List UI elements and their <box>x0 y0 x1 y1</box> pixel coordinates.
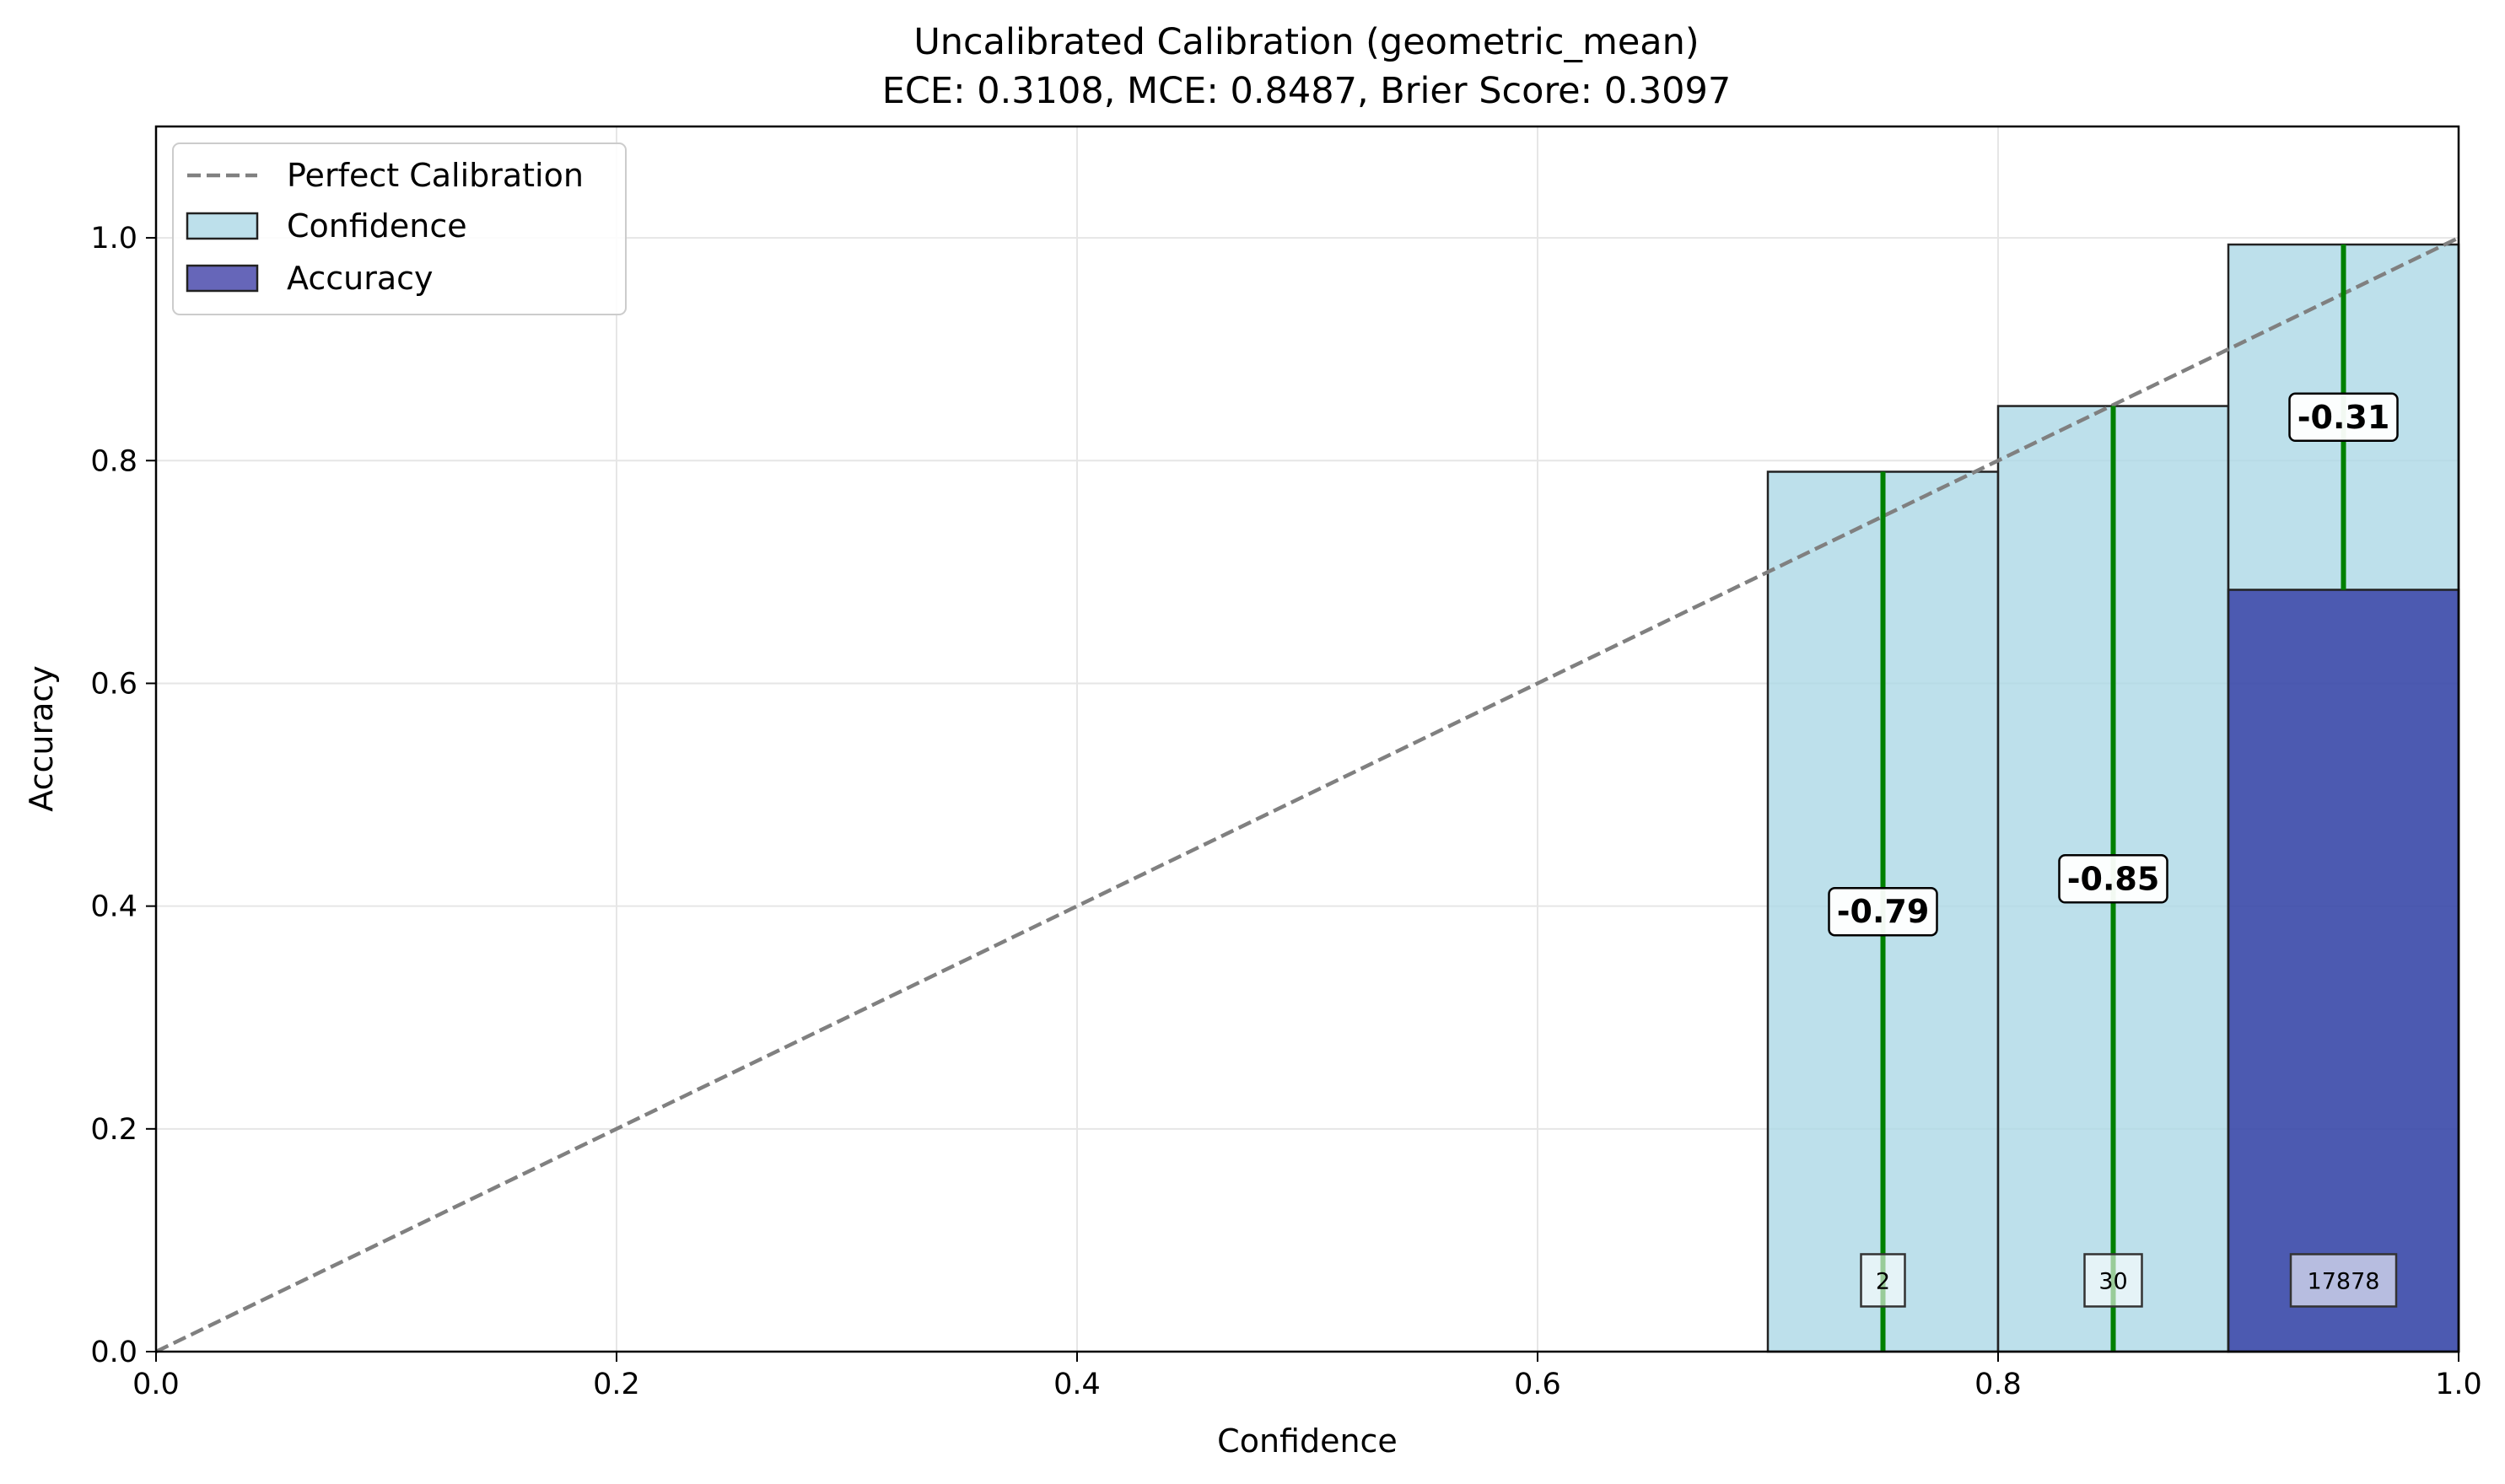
chart-title: Uncalibrated Calibration (geometric_mean… <box>913 21 1699 63</box>
bar-annotations: -0.79 2 -0.85 30 -0.31 17878 <box>1828 392 2399 1308</box>
x-tick-label: 1.0 <box>2435 1368 2482 1401</box>
y-tick-label: 1.0 <box>90 222 137 255</box>
y-tick-label: 0.4 <box>90 890 137 924</box>
plot-frame <box>154 125 2460 1353</box>
y-axis-label: Accuracy <box>23 665 60 812</box>
legend-perfect-calibration-label: Perfect Calibration <box>287 157 584 194</box>
y-tick-label: 0.0 <box>90 1336 137 1369</box>
x-tick-label: 0.2 <box>593 1368 640 1401</box>
y-tick-label: 0.2 <box>90 1113 137 1147</box>
gap-label: -0.85 <box>2067 860 2160 897</box>
gap-label: -0.79 <box>1837 893 1930 930</box>
count-label: 17878 <box>2308 1268 2380 1294</box>
y-tick-label: 0.6 <box>90 667 137 701</box>
count-label-box <box>2289 1253 2398 1308</box>
legend-confidence-label: Confidence <box>287 207 467 245</box>
gap-label-box <box>1828 886 1938 937</box>
count-label: 2 <box>1876 1268 1890 1294</box>
x-tick-label: 0.8 <box>1974 1368 2022 1401</box>
legend-accuracy-swatch <box>186 264 259 293</box>
gap-label-box <box>2288 392 2399 443</box>
count-label-box <box>1860 1253 1906 1308</box>
x-tick-label: 0.4 <box>1053 1368 1101 1401</box>
legend-accuracy-label: Accuracy <box>287 260 434 297</box>
x-tick-label: 0.6 <box>1514 1368 1561 1401</box>
legend: Perfect Calibration Confidence Accuracy <box>172 142 627 315</box>
x-axis-label: Confidence <box>1217 1422 1398 1460</box>
count-label-box <box>2083 1253 2143 1308</box>
x-tick-label: 0.0 <box>132 1368 180 1401</box>
legend-box <box>172 142 627 315</box>
gap-label: -0.31 <box>2298 399 2390 436</box>
legend-confidence-swatch <box>186 212 259 240</box>
y-tick-label: 0.8 <box>90 444 137 478</box>
gap-label-box <box>2058 854 2168 904</box>
accuracy-bar <box>2227 589 2460 1353</box>
axis-ticks: 0.0 0.2 0.4 0.6 0.8 1.0 0.0 0.2 0.4 0.6 0.8 1.0 <box>90 222 2482 1401</box>
chart-subtitle: ECE: 0.3108, MCE: 0.8487, Brier Score: 0… <box>882 70 1732 112</box>
count-label: 30 <box>2098 1268 2127 1294</box>
